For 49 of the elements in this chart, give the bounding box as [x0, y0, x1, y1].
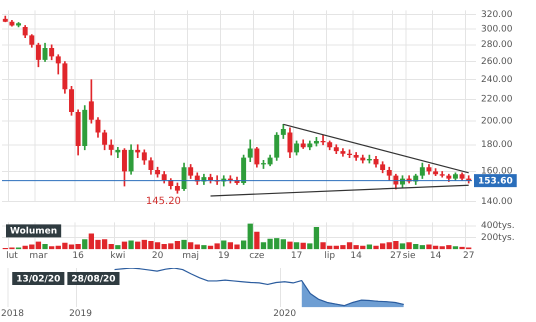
x-tick-label: 2020 — [273, 308, 296, 319]
annotation: 145.20 — [146, 196, 181, 207]
x-tick-label: maj — [182, 250, 200, 261]
bar — [122, 242, 128, 250]
y-tick-label: 200tys. — [481, 232, 515, 243]
x-tick-label: kwi — [110, 250, 126, 261]
y-tick-label: 280.00 — [481, 40, 513, 50]
bar — [221, 240, 226, 250]
bar — [366, 244, 372, 250]
y-tick-label: 200.00 — [481, 116, 513, 126]
bar — [287, 242, 293, 250]
x-tick-label: 27 — [462, 250, 474, 261]
x-tick-label: mar — [29, 250, 48, 261]
bar — [42, 244, 48, 250]
x-tick-label: 14 — [430, 250, 442, 261]
bar — [181, 240, 187, 250]
x-tick-label: lip — [324, 250, 336, 261]
x-tick-label: lut — [6, 250, 18, 261]
bar — [201, 245, 207, 250]
bar — [82, 239, 88, 250]
bar — [254, 232, 260, 250]
y-tick-label: 140.00 — [481, 196, 513, 207]
x-tick-label: 27 — [390, 250, 402, 261]
bar — [294, 242, 300, 250]
annotation: 13/02/20 — [16, 274, 60, 284]
y-tick-label: 260.00 — [481, 56, 513, 67]
annotation: 28/08/20 — [71, 274, 116, 284]
ref-line-label: 153.60 — [478, 176, 513, 186]
x-tick-label: sie — [402, 250, 416, 261]
text: Wolumen — [10, 226, 58, 237]
y-tick-label: 220.00 — [481, 94, 513, 105]
y-tick-label: 300.00 — [481, 24, 513, 35]
y-tick-label: 180.00 — [481, 140, 513, 150]
x-tick-label: 19 — [218, 250, 230, 261]
x-tick-label: 20 — [152, 250, 164, 261]
x-tick-label: 2019 — [69, 308, 92, 319]
x-tick-label: 17 — [290, 250, 302, 261]
x-tick-label: 16 — [72, 250, 84, 261]
y-tick-label: 160.00 — [481, 166, 513, 177]
bar — [300, 242, 306, 250]
bar — [406, 242, 412, 250]
x-tick-label: 14 — [350, 250, 362, 261]
y-tick-label: 240.00 — [481, 75, 513, 86]
bar — [128, 240, 134, 250]
y-tick-label: 320.00 — [481, 10, 513, 20]
y-tick-label: 400tys. — [481, 221, 515, 232]
bar — [115, 245, 120, 250]
x-tick-label: cze — [249, 250, 265, 261]
x-tick-label: 2018 — [1, 308, 24, 319]
